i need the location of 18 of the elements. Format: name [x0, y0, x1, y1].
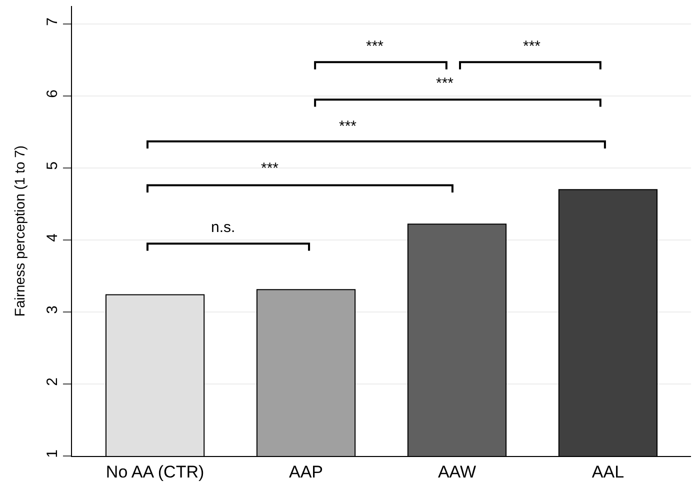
y-tick-label: 6 — [44, 90, 61, 98]
x-tick-label: AAP — [288, 462, 324, 482]
annotation: n.s. — [211, 219, 236, 236]
x-tick-label: AAL — [592, 462, 624, 482]
annotation: *** — [436, 75, 454, 92]
y-tick-label: 1 — [44, 450, 61, 458]
y-tick-label: 4 — [44, 234, 61, 242]
y-tick-label: 2 — [44, 378, 61, 386]
annotation: *** — [261, 160, 279, 177]
x-tick-label: No AA (CTR) — [106, 462, 204, 482]
y-axis-title: Fairness perception (1 to 7) — [12, 145, 28, 317]
y-tick-label: 7 — [44, 18, 61, 26]
annotation: *** — [339, 118, 357, 135]
y-tick-label: 3 — [44, 306, 61, 314]
annotation: *** — [366, 38, 384, 55]
y-tick-label: 5 — [44, 162, 61, 170]
annotation: *** — [523, 38, 541, 55]
x-tick-label: AAW — [438, 462, 476, 482]
